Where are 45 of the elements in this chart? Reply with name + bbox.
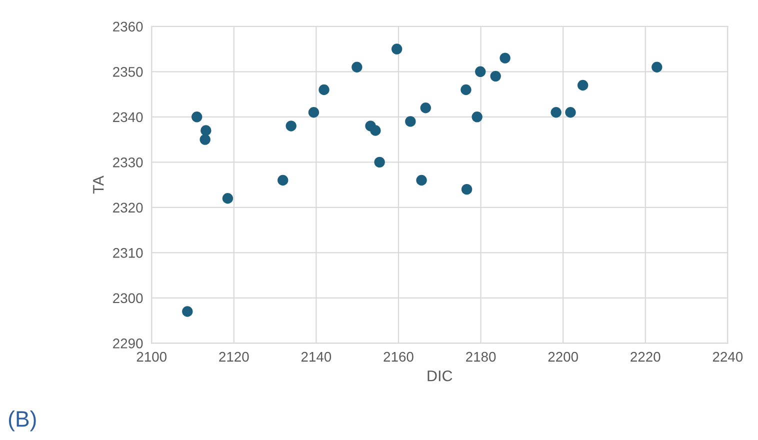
point <box>352 62 362 72</box>
x-tick-label: 2240 <box>712 352 743 362</box>
point <box>222 193 234 204</box>
point <box>374 156 385 168</box>
x-tick-label: 2180 <box>466 352 496 362</box>
y-tick-label: 2310 <box>113 248 143 258</box>
x-tick-label: 2140 <box>301 352 332 362</box>
y-tick-label: 2350 <box>113 66 143 77</box>
y-tick-label: 2320 <box>113 202 143 213</box>
point <box>577 80 588 91</box>
point <box>182 306 193 317</box>
x-tick-label: 2200 <box>548 352 578 362</box>
point <box>475 66 486 78</box>
point <box>286 120 296 132</box>
x-tick-label: 2100 <box>136 352 167 362</box>
point <box>370 125 381 136</box>
x-axis-title: DIC <box>428 370 452 382</box>
y-tick-label: 2300 <box>113 293 143 304</box>
x-tick-label: 2160 <box>384 352 414 362</box>
text: (B) <box>8 410 36 432</box>
point <box>278 174 288 186</box>
point <box>490 70 501 82</box>
point <box>652 62 662 72</box>
point <box>460 84 472 96</box>
point <box>200 125 212 136</box>
point <box>405 116 416 127</box>
point <box>308 107 320 118</box>
point <box>472 112 482 122</box>
point <box>461 184 472 195</box>
point <box>550 107 562 118</box>
y-tick-label: 2330 <box>113 158 143 168</box>
y-tick-label: 2340 <box>113 112 143 122</box>
point <box>420 102 432 114</box>
x-tick-label: 2220 <box>630 352 660 362</box>
point <box>565 107 576 118</box>
y-tick-label: 2360 <box>113 22 143 32</box>
y-axis-title: TA <box>93 176 104 194</box>
point <box>192 112 202 122</box>
point <box>200 134 210 145</box>
point <box>318 84 330 96</box>
point <box>500 52 510 64</box>
y-tick-label: 2290 <box>113 338 143 348</box>
point <box>391 44 402 54</box>
x-tick-label: 2120 <box>219 352 249 362</box>
point <box>416 174 427 186</box>
